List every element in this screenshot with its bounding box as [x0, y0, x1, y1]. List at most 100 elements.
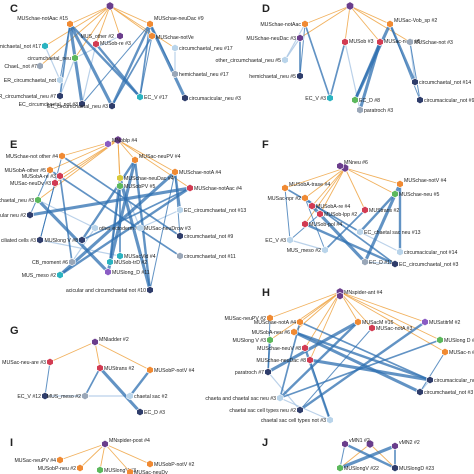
node-label: other ectoderm #2 [99, 226, 141, 232]
node [176, 251, 184, 261]
node [92, 39, 100, 49]
node-label: MUS_meso #2 [22, 273, 56, 279]
node [396, 179, 404, 189]
node [290, 327, 298, 337]
strong-edge [359, 193, 396, 233]
node [116, 251, 124, 261]
node [96, 363, 104, 373]
hub-node [346, 1, 354, 11]
strong-edge [59, 175, 73, 263]
node-label: EC_V #17 [144, 95, 168, 101]
node-label: ER_circumchaetal_not [4, 78, 57, 84]
node [126, 467, 134, 474]
node-label: MUS_meso #2 [287, 248, 321, 254]
strong-edge [44, 361, 51, 397]
node [296, 317, 304, 327]
hub-edge [94, 341, 101, 369]
node-label: EC_D #3 [144, 410, 165, 416]
panel-j: vMN1 #2 vMN2 #2 MUSlongV #22 MUSlongD #23 J [262, 437, 434, 473]
node-label: MUSobP-notV #4 [154, 368, 194, 374]
node [36, 61, 44, 71]
node-label: MUSchae-neuDac #3 [246, 36, 296, 42]
node-label: MUSob-re #3 [100, 41, 131, 47]
node [301, 19, 309, 29]
node [421, 317, 429, 327]
hub-edge [339, 291, 446, 353]
node-label: MUSacVid #4 [124, 254, 156, 260]
node-label: EC_chaetal sac neu #13 [364, 230, 421, 236]
node [46, 357, 54, 367]
hub-edge [339, 291, 373, 329]
node-label: MNladder #2 [99, 337, 129, 343]
weak-edge [364, 261, 396, 265]
node-label: chaeta and chaetal sac neu #3 [205, 396, 276, 402]
node-label: circumacicular_not #2 [434, 378, 474, 384]
node [91, 223, 99, 233]
edges-f [284, 167, 402, 266]
node-label: circumchaetal_neu [27, 56, 71, 62]
node-label: EC_circumchaetal_not #13 [184, 208, 246, 214]
node [104, 267, 112, 277]
nodes-e: MNoblp #4 MUSchae-not other #4 MUSac-neuPV… [0, 135, 246, 295]
node-label: MUSac-notP #5 [384, 39, 421, 45]
hub-edge [319, 167, 346, 215]
node-label: MUStrans #2 [369, 208, 399, 214]
node-label: EC_D #8 [359, 98, 380, 104]
hub-edge [117, 139, 176, 173]
edges-d [284, 5, 421, 111]
edges-g [44, 341, 151, 414]
node-label: circumchaetal_not #3 [424, 390, 473, 396]
node-label: EC_circumchaetal_neu #3 [47, 104, 108, 110]
node [78, 235, 86, 245]
hub-edge [117, 139, 136, 161]
panel-letter: C [10, 3, 18, 15]
node-label: noER_circumchaetal_neu #7 [0, 94, 56, 100]
node [341, 439, 349, 449]
strong-edge [69, 23, 141, 98]
hub-edge [339, 291, 441, 341]
node-label: EC_circumchaetal_neu #3 [0, 198, 34, 204]
node-label: MUSac-Vob_sp #2 [394, 18, 437, 24]
strong-edge [29, 186, 191, 217]
strong-edge [339, 444, 396, 470]
node [68, 257, 76, 267]
node-label: MUSac-neu-are #3 [2, 360, 46, 366]
weak-edge [37, 199, 96, 229]
strong-edge [419, 351, 446, 393]
node [301, 343, 309, 353]
node-label: MUSobA-other #5 [4, 168, 46, 174]
node-label: paratroch #7 [235, 370, 264, 376]
hub-edge [44, 5, 111, 47]
strong-edge [95, 43, 141, 98]
nodes-i: MNspider-post #4 MUSac-neuPV #4 MUSobP-neu… [14, 438, 194, 474]
strong-edge [293, 330, 421, 394]
weak-edge [39, 239, 121, 257]
node-label: circumchaetal_not #9 [184, 234, 233, 240]
hub-edge [344, 167, 401, 185]
node [34, 195, 42, 205]
node-label: MNneu #6 [344, 160, 368, 166]
node [146, 459, 154, 469]
node [361, 205, 369, 215]
node [391, 189, 399, 199]
node [171, 43, 179, 53]
panel-letter: D [262, 3, 270, 15]
strong-edge [59, 23, 71, 97]
node-label: MUS_other #2 [81, 34, 115, 40]
node [71, 53, 79, 63]
node [306, 355, 314, 365]
strong-edge [329, 41, 346, 99]
strong-edge [304, 23, 331, 99]
strong-edge [81, 23, 151, 105]
node-label: MUSchae-neuV #8 [257, 346, 301, 352]
strong-edge [324, 209, 366, 251]
node-label: MUSlong V #3 [233, 338, 267, 344]
strong-edge [409, 41, 421, 101]
node-label: circumacicular_neu #3 [189, 96, 241, 102]
node [76, 463, 84, 473]
node-label: MUSlongD #23 [399, 466, 434, 472]
strong-edge [84, 367, 101, 397]
hub-edge [304, 5, 351, 25]
hub-edge [304, 167, 346, 199]
strong-edge [139, 35, 153, 98]
